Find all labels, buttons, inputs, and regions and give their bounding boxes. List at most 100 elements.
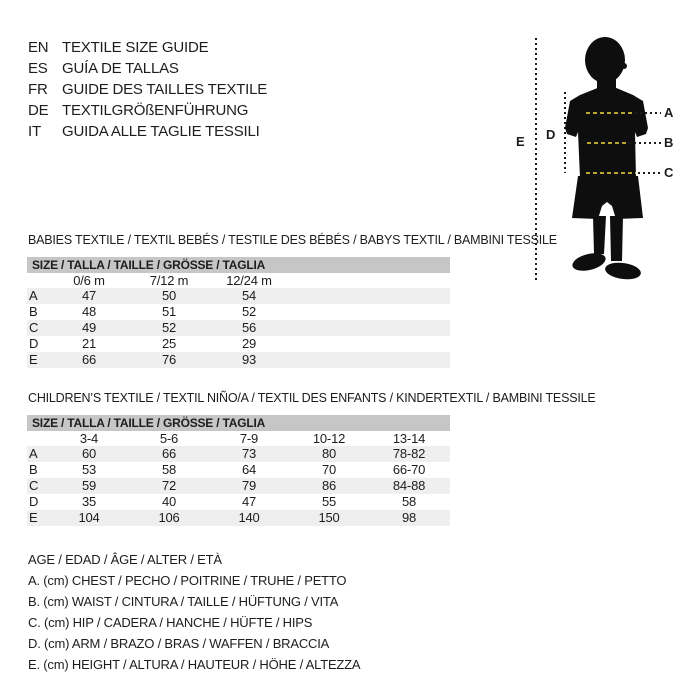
size-header-bar: SIZE / TALLA / TAILLE / GRÖSSE / TAGLIA	[27, 415, 450, 431]
figure-label-d: D	[546, 127, 556, 142]
figure-label-b: B	[664, 135, 674, 150]
cell-value: 73	[241, 446, 257, 461]
cell-value: 58	[161, 462, 177, 477]
legend-line-height: E. (cm) HEIGHT / ALTURA / HAUTEUR / HÖHE…	[28, 657, 361, 672]
table-row: E 104 106 140 150 98	[27, 510, 450, 526]
cell-value: 60	[81, 446, 97, 461]
language-row: EN TEXTILE SIZE GUIDE	[28, 37, 267, 58]
row-label: C	[29, 478, 39, 493]
cell-value: 56	[241, 320, 257, 335]
cell-value: 80	[321, 446, 337, 461]
table-row: C 49 52 56	[27, 320, 450, 336]
table-row: D 35 40 47 55 58	[27, 494, 450, 510]
cell-value: 47	[81, 288, 97, 303]
cell-value: 47	[241, 494, 257, 509]
column-header: 12/24 m	[226, 273, 272, 288]
language-code: ES	[28, 60, 48, 77]
hip-c-dash-line	[586, 172, 636, 174]
child-silhouette-image	[565, 37, 648, 280]
cell-value: 104	[78, 510, 100, 525]
cell-value: 66-70	[392, 462, 426, 477]
row-label: D	[29, 494, 39, 509]
table-row: D 21 25 29	[27, 336, 450, 352]
row-label: C	[29, 320, 39, 335]
babies-table-title: BABIES TEXTILE / TEXTIL BEBÉS / TESTILE …	[28, 233, 557, 247]
table-row: B 53 58 64 70 66-70	[27, 462, 450, 478]
cell-value: 52	[161, 320, 177, 335]
figure-label-e: E	[516, 134, 525, 149]
silhouette-shirt	[565, 87, 648, 178]
language-title: GUIDE DES TAILLES TEXTILE	[62, 81, 268, 98]
cell-value: 53	[81, 462, 97, 477]
cell-value: 52	[241, 304, 257, 319]
cell-value: 106	[158, 510, 180, 525]
legend-line-hip: C. (cm) HIP / CADERA / HANCHE / HÜFTE / …	[28, 615, 313, 630]
cell-value: 51	[161, 304, 177, 319]
measurement-legend: AGE / EDAD / ÂGE / ALTER / ETÀ A. (cm) C…	[28, 549, 361, 675]
cell-value: 66	[81, 352, 97, 367]
language-title: GUIDA ALLE TAGLIE TESSILI	[62, 123, 260, 140]
silhouette-shoe-right	[605, 262, 641, 280]
cell-value: 150	[318, 510, 340, 525]
row-label: A	[29, 446, 38, 461]
language-row: FR GUIDE DES TAILLES TEXTILE	[28, 79, 267, 100]
table-row: E 66 76 93	[27, 352, 450, 368]
column-header: 3-4	[79, 431, 99, 446]
cell-value: 29	[241, 336, 257, 351]
cell-value: 78-82	[392, 446, 426, 461]
cell-value: 76	[161, 352, 177, 367]
language-row: IT GUIDA ALLE TAGLIE TESSILI	[28, 121, 267, 142]
row-label: A	[29, 288, 38, 303]
cell-value: 48	[81, 304, 97, 319]
language-code: DE	[28, 102, 49, 119]
legend-line-waist: B. (cm) WAIST / CINTURA / TAILLE / HÜFTU…	[28, 594, 339, 609]
language-title: GUÍA DE TALLAS	[62, 60, 179, 77]
cell-value: 35	[81, 494, 97, 509]
row-label: B	[29, 462, 38, 477]
table-row: C 59 72 79 86 84-88	[27, 478, 450, 494]
column-header: 5-6	[159, 431, 179, 446]
cell-value: 98	[401, 510, 417, 525]
cell-value: 58	[401, 494, 417, 509]
size-header-bar: SIZE / TALLA / TAILLE / GRÖSSE / TAGLIA	[27, 257, 450, 273]
language-row: DE TEXTILGRÖßENFÜHRUNG	[28, 100, 267, 121]
silhouette-head	[585, 37, 625, 83]
row-label: D	[29, 336, 39, 351]
cell-value: 84-88	[392, 478, 426, 493]
children-table-title: CHILDREN’S TEXTILE / TEXTIL NIÑO/A / TEX…	[28, 391, 596, 405]
legend-line-chest: A. (cm) CHEST / PECHO / POITRINE / TRUHE…	[28, 573, 347, 588]
silhouette-shorts	[572, 176, 643, 219]
cell-value: 79	[241, 478, 257, 493]
waist-b-leader-dots	[629, 142, 661, 144]
cell-value: 140	[238, 510, 260, 525]
cell-value: 93	[241, 352, 257, 367]
row-label: B	[29, 304, 38, 319]
children-size-table: SIZE / TALLA / TAILLE / GRÖSSE / TAGLIA …	[27, 415, 450, 526]
column-header: 0/6 m	[73, 273, 105, 288]
figure-label-c: C	[664, 165, 674, 180]
arm-d-dotted-line	[564, 92, 566, 173]
language-code: IT	[28, 123, 41, 140]
row-label: E	[29, 510, 38, 525]
table-body: A 60 66 73 80 78-82 B 53 58 64 70 66-70 C 59 72 79 86 84-…	[27, 446, 450, 526]
column-header-spacer	[27, 431, 49, 446]
table-row: B 48 51 52	[27, 304, 450, 320]
column-header-spacer	[27, 273, 49, 288]
cell-value: 59	[81, 478, 97, 493]
cell-value: 70	[321, 462, 337, 477]
cell-value: 66	[161, 446, 177, 461]
column-headers: 0/6 m 7/12 m 12/24 m	[27, 273, 450, 288]
figure-label-a: A	[664, 105, 674, 120]
column-header: 7-9	[239, 431, 259, 446]
cell-value: 40	[161, 494, 177, 509]
column-header: 10-12	[312, 431, 346, 446]
table-row: A 60 66 73 80 78-82	[27, 446, 450, 462]
cell-value: 49	[81, 320, 97, 335]
language-title-list: EN TEXTILE SIZE GUIDE ES GUÍA DE TALLAS …	[28, 37, 267, 142]
table-row: A 47 50 54	[27, 288, 450, 304]
column-headers: 3-4 5-6 7-9 10-12 13-14	[27, 431, 450, 446]
cell-value: 72	[161, 478, 177, 493]
cell-value: 50	[161, 288, 177, 303]
table-body: A 47 50 54 B 48 51 52 C 49 52 56 D 21 25 29 E 66 76 93	[27, 288, 450, 368]
waist-b-dash-line	[587, 142, 627, 144]
